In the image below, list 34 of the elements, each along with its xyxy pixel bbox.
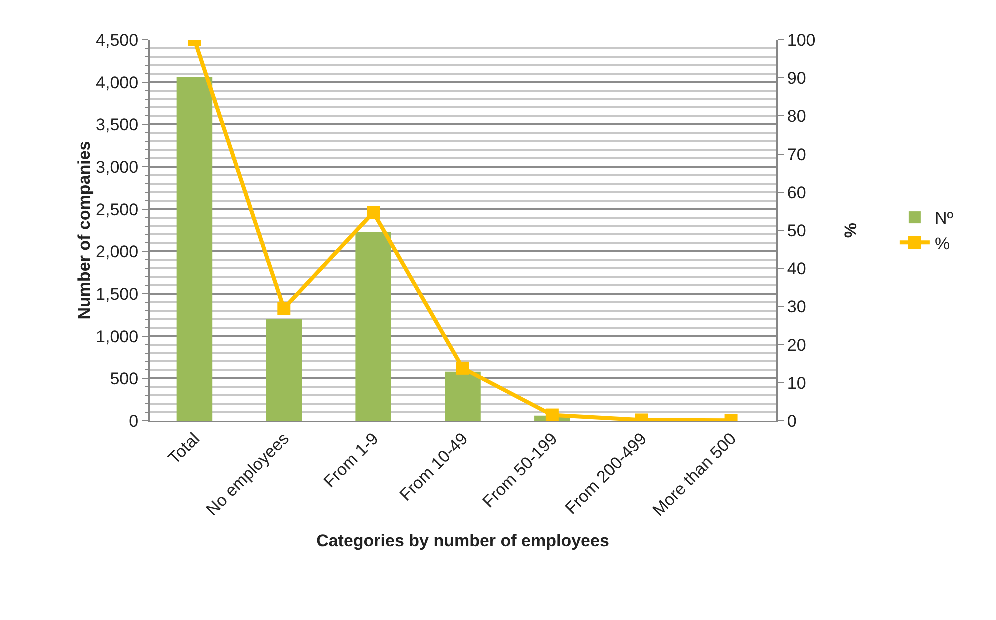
y-tick-label: 3,500 (96, 116, 139, 135)
y2-axis-title: % (842, 222, 861, 238)
y-tick-label: 4,000 (96, 73, 139, 92)
point (456, 362, 470, 375)
y-tick-label: 2,500 (96, 200, 139, 220)
bar (356, 232, 392, 421)
y-tick-label: 3,000 (96, 158, 139, 177)
y2-tick-label: 40 (787, 260, 806, 279)
bar (445, 372, 481, 421)
point (546, 408, 559, 421)
y-tick-label: 1,500 (96, 284, 139, 304)
legend-label: % (934, 234, 950, 254)
y2-tick-label: 100 (787, 30, 816, 50)
legend-label: Nº (934, 209, 954, 228)
y-axis-title: Number of companies (75, 141, 94, 320)
y2-tick-label: 60 (787, 183, 806, 202)
y2-tick-label: 50 (787, 221, 806, 240)
y-tick-label: 0 (129, 412, 139, 431)
y2-tick-label: 0 (787, 412, 797, 431)
point (278, 302, 291, 316)
y2-tick-label: 30 (787, 298, 806, 317)
bar (176, 77, 213, 421)
y-tick-label: 4,500 (96, 30, 139, 50)
y-tick-label: 1,000 (96, 327, 139, 346)
x-axis-title: Categories by number of employees (316, 532, 610, 551)
point (367, 206, 380, 220)
y2-tick-label: 70 (787, 145, 806, 164)
y2-tick-label: 20 (787, 336, 806, 355)
y2-tick-label: 80 (787, 107, 806, 126)
y2-tick-label: 10 (787, 374, 806, 393)
y-tick-label: 500 (110, 370, 139, 389)
bar (266, 319, 302, 421)
y2-tick-label: 90 (787, 69, 806, 88)
y-tick-label: 2,000 (96, 242, 139, 262)
